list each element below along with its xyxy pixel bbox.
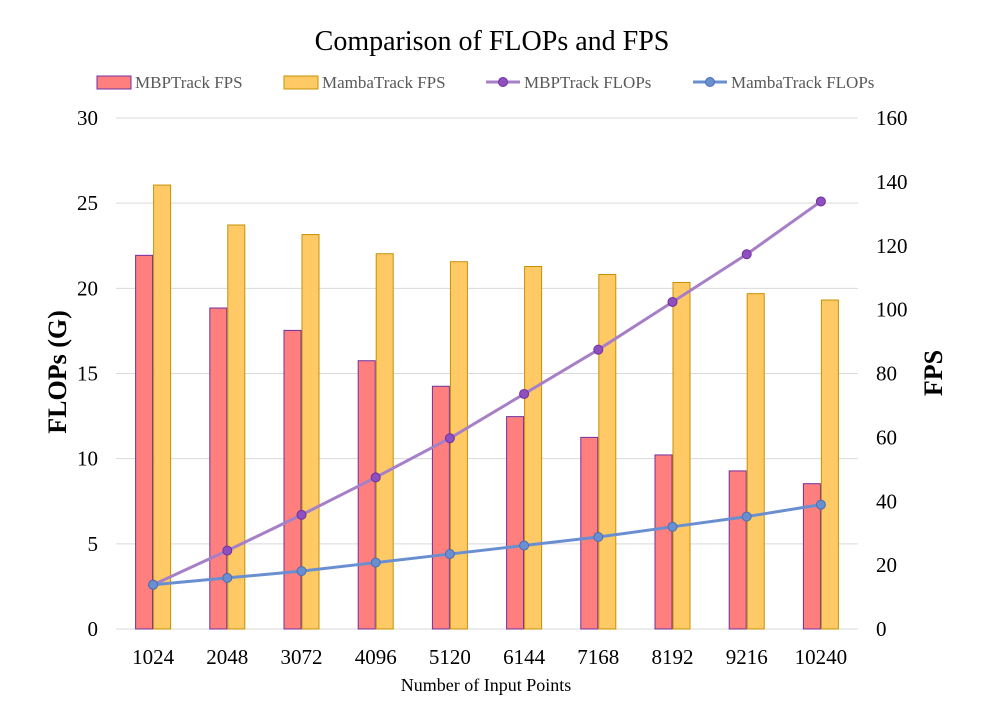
x-tick-6144: 6144 (503, 645, 546, 669)
point-mambatrack-flops-7168 (593, 532, 604, 543)
x-tick-9216: 9216 (726, 645, 768, 669)
point-mbptrack-flops-9216 (741, 249, 752, 260)
legend-label-mbp-fps: MBPTrack FPS (135, 73, 243, 92)
x-tick-3072: 3072 (281, 645, 323, 669)
bars (135, 184, 839, 630)
x-tick-labels: 1024 2048 3072 4096 5120 6144 7168 8192 9216 1024… (132, 645, 847, 669)
bar-mambatrack-fps-9216 (746, 293, 765, 630)
point-mbptrack-flops-6144 (519, 388, 530, 399)
legend: MBPTrack FPS MambaTrack FPS MBPTrack FLO… (96, 73, 874, 92)
point-mbptrack-flops-8192 (667, 296, 678, 307)
point-mambatrack-flops-1024 (148, 579, 159, 590)
bar-mambatrack-fps-4096 (375, 253, 394, 630)
x-tick-2048: 2048 (206, 645, 248, 669)
bar-mbptrack-fps-6144 (506, 416, 525, 630)
bar-mambatrack-fps-8192 (672, 281, 691, 630)
y-right-tick-160: 160 (876, 106, 908, 130)
y-right-tick-40: 40 (876, 489, 897, 513)
bar-mbptrack-fps-5120 (431, 385, 450, 630)
point-mambatrack-flops-9216 (741, 511, 752, 522)
y-right-axis-title: FPS (919, 350, 948, 396)
y-left-tick-10: 10 (77, 447, 98, 471)
bar-mbptrack-fps-1024 (135, 254, 154, 630)
bar-mbptrack-fps-3072 (283, 329, 302, 630)
y-left-axis-title: FLOPs (G) (43, 310, 72, 434)
point-mambatrack-flops-10240 (815, 499, 826, 510)
x-tick-1024: 1024 (132, 645, 175, 669)
y-right-tick-100: 100 (876, 298, 908, 322)
point-mambatrack-flops-4096 (370, 557, 381, 568)
y-left-tick-20: 20 (77, 276, 98, 300)
point-mambatrack-flops-5120 (444, 549, 455, 560)
bar-mbptrack-fps-10240 (802, 483, 821, 630)
point-mbptrack-flops-2048 (222, 545, 233, 556)
bar-mambatrack-fps-7168 (598, 273, 617, 630)
point-mbptrack-flops-7168 (593, 344, 604, 355)
bar-mambatrack-fps-6144 (524, 266, 543, 630)
line-mbptrack-flops (152, 200, 822, 587)
x-tick-7168: 7168 (577, 645, 619, 669)
bar-mambatrack-fps-3072 (301, 234, 320, 630)
legend-swatch-mbp-fps (96, 75, 132, 90)
chart-title: Comparison of FLOPs and FPS (315, 26, 670, 57)
y-right-tick-20: 20 (876, 553, 897, 577)
x-tick-10240: 10240 (795, 645, 848, 669)
y-left-tick-30: 30 (77, 106, 98, 130)
y-left-tick-labels: 0 5 10 15 20 25 30 (77, 106, 98, 641)
point-mambatrack-flops-6144 (519, 540, 530, 551)
point-mambatrack-flops-8192 (667, 521, 678, 532)
y-left-tick-15: 15 (77, 362, 98, 386)
y-right-tick-60: 60 (876, 425, 897, 449)
x-tick-8192: 8192 (652, 645, 694, 669)
point-mambatrack-flops-2048 (222, 572, 233, 583)
bar-mambatrack-fps-1024 (153, 184, 172, 630)
point-mbptrack-flops-10240 (815, 196, 826, 207)
y-right-tick-120: 120 (876, 234, 908, 258)
legend-label-mamba-flops: MambaTrack FLOPs (731, 73, 874, 92)
x-tick-4096: 4096 (355, 645, 397, 669)
legend-label-mbp-flops: MBPTrack FLOPs (524, 73, 651, 92)
y-left-tick-5: 5 (88, 532, 99, 556)
point-mbptrack-flops-4096 (370, 472, 381, 483)
y-left-tick-0: 0 (88, 617, 99, 641)
bar-mbptrack-fps-4096 (357, 360, 376, 630)
x-tick-5120: 5120 (429, 645, 471, 669)
x-axis-title: Number of Input Points (401, 675, 572, 695)
point-mbptrack-flops-5120 (444, 433, 455, 444)
line-mambatrack-flops (152, 503, 822, 587)
bar-mambatrack-fps-5120 (449, 261, 468, 630)
y-left-tick-25: 25 (77, 191, 98, 215)
lines (148, 196, 826, 590)
y-right-tick-140: 140 (876, 170, 908, 194)
bar-mambatrack-fps-10240 (820, 299, 839, 630)
point-mambatrack-flops-3072 (296, 566, 307, 577)
y-right-tick-0: 0 (876, 617, 887, 641)
bar-mbptrack-fps-8192 (654, 454, 673, 630)
legend-marker-mbp-flops (498, 77, 508, 87)
y-right-tick-80: 80 (876, 362, 897, 386)
legend-swatch-mamba-fps (283, 75, 319, 90)
legend-label-mamba-fps: MambaTrack FPS (322, 73, 446, 92)
bar-mbptrack-fps-2048 (209, 307, 228, 630)
bar-mambatrack-fps-2048 (227, 224, 246, 630)
y-right-tick-labels: 0 20 40 60 80 100 120 140 160 (876, 106, 908, 641)
bar-mbptrack-fps-9216 (728, 470, 747, 630)
legend-marker-mamba-flops (705, 77, 715, 87)
point-mbptrack-flops-3072 (296, 509, 307, 520)
